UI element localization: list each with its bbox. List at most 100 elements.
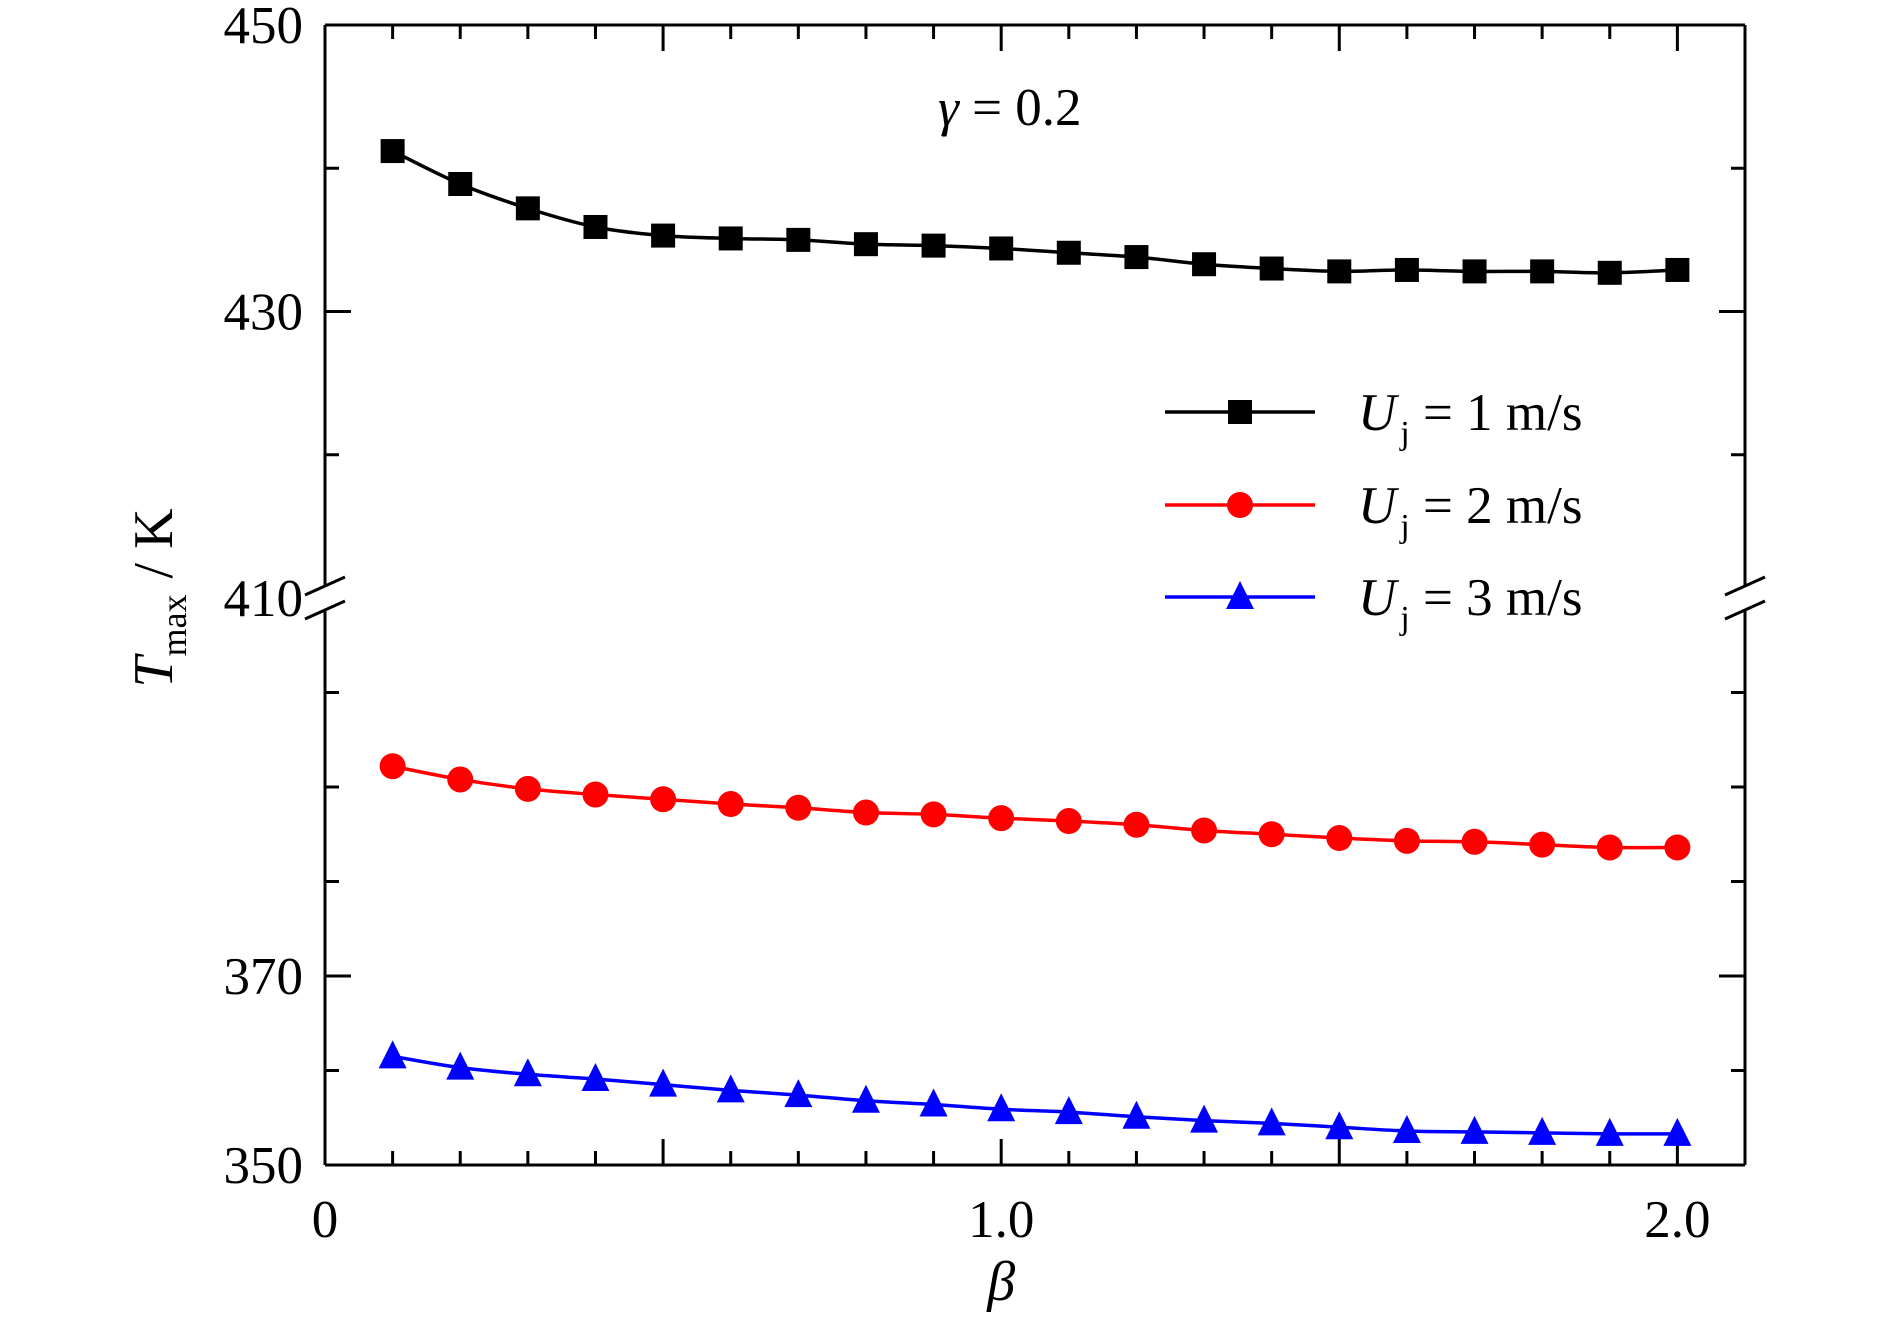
data-point-square — [1259, 256, 1284, 281]
data-point-square — [1192, 252, 1217, 277]
data-point-circle — [650, 786, 677, 813]
y-axis-symbol: T — [123, 653, 185, 688]
data-point-circle — [920, 801, 947, 828]
legend-value: = 3 m/s — [1410, 569, 1583, 627]
legend-subscript: j — [1399, 600, 1409, 637]
x-tick-label: 1.0 — [968, 1191, 1034, 1249]
data-point-circle — [1227, 492, 1253, 518]
data-point-circle — [1596, 834, 1623, 861]
data-point-circle — [1393, 827, 1420, 854]
data-point-circle — [1529, 831, 1556, 858]
data-point-square — [853, 232, 878, 257]
legend-value: = 1 m/s — [1410, 384, 1583, 442]
data-point-square — [380, 139, 405, 164]
data-point-circle — [988, 805, 1015, 832]
right-axis-break-mark — [1724, 599, 1766, 621]
data-point-triangle — [851, 1084, 880, 1113]
data-point-circle — [1258, 821, 1285, 848]
data-point-square — [989, 236, 1014, 261]
x-axis-title: β — [986, 1251, 1015, 1313]
data-point-circle — [852, 799, 879, 826]
y-axis-break-mark — [304, 599, 346, 621]
y-tick-label: 450 — [224, 0, 304, 55]
y-axis-subscript: max — [154, 594, 194, 656]
data-point-square — [515, 196, 540, 221]
data-point-triangle — [581, 1063, 610, 1092]
y-axis-title: Tmax / K — [123, 508, 194, 687]
data-point-square — [1530, 259, 1555, 284]
data-point-square — [718, 226, 743, 251]
data-point-triangle — [1122, 1100, 1151, 1129]
series-line — [391, 149, 1678, 275]
data-point-circle — [1055, 808, 1082, 835]
right-axis-break-mark — [1724, 575, 1766, 597]
series-line — [392, 1054, 1678, 1136]
legend-subscript: j — [1399, 508, 1409, 545]
data-point-triangle — [1392, 1114, 1421, 1143]
data-point-circle — [717, 791, 744, 818]
data-point-square — [1327, 259, 1352, 284]
data-point-triangle — [649, 1068, 678, 1097]
data-point-triangle — [1190, 1104, 1219, 1133]
series-group — [378, 139, 1692, 1146]
data-point-triangle — [716, 1074, 745, 1103]
legend-symbol: U — [1358, 384, 1400, 442]
data-point-triangle — [1528, 1116, 1557, 1145]
axis-labels: γ = 0.2 β Tmax / K — [123, 79, 1082, 1313]
data-point-triangle — [1325, 1111, 1354, 1140]
series-1 — [380, 139, 1690, 285]
data-point-triangle — [987, 1093, 1016, 1122]
data-point-circle — [447, 766, 474, 793]
data-point-square — [786, 227, 811, 252]
data-point-triangle — [784, 1079, 813, 1108]
data-point-square — [1462, 259, 1487, 284]
data-point-circle — [582, 781, 609, 808]
gamma-annotation: γ = 0.2 — [938, 79, 1082, 137]
data-point-square — [1228, 400, 1252, 424]
data-point-triangle — [1460, 1115, 1489, 1144]
plot-frame — [304, 23, 1766, 1167]
legend-symbol: U — [1358, 477, 1400, 535]
gamma-symbol: γ — [938, 79, 961, 137]
data-point-triangle — [513, 1058, 542, 1087]
x-tick-label: 0 — [312, 1191, 339, 1249]
data-point-square — [1056, 240, 1081, 265]
legend-symbol: U — [1358, 569, 1400, 627]
series-3 — [378, 1040, 1692, 1146]
data-point-triangle — [446, 1051, 475, 1080]
data-point-square — [448, 172, 473, 197]
axis-ticks: 350 370 410 430 450 0 1.0 2.0 — [224, 0, 1745, 1249]
data-point-triangle — [1054, 1096, 1083, 1125]
data-point-circle — [379, 753, 406, 780]
data-point-circle — [1461, 828, 1488, 855]
data-point-square — [1124, 245, 1149, 270]
data-point-square — [651, 223, 676, 248]
data-point-square — [1394, 257, 1419, 282]
data-point-triangle — [1663, 1117, 1692, 1146]
data-point-circle — [785, 794, 812, 821]
y-axis-break-mark — [304, 575, 346, 597]
y-tick-label: 430 — [224, 284, 304, 342]
data-point-triangle — [378, 1040, 407, 1069]
y-tick-label: 350 — [224, 1137, 304, 1195]
legend-value: = 2 m/s — [1410, 477, 1583, 535]
data-point-triangle — [919, 1088, 948, 1117]
data-point-square — [583, 214, 608, 239]
x-tick-label: 2.0 — [1644, 1191, 1710, 1249]
legend-subscript: j — [1399, 415, 1409, 452]
data-point-circle — [1123, 811, 1150, 838]
y-tick-label: 410 — [224, 570, 304, 628]
data-point-circle — [1326, 825, 1353, 852]
data-point-triangle — [1595, 1117, 1624, 1146]
data-point-square — [921, 233, 946, 258]
data-point-triangle — [1257, 1107, 1286, 1136]
series-2 — [379, 753, 1691, 861]
